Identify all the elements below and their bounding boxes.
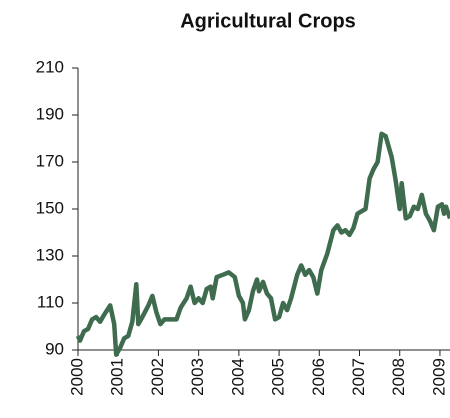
x-tick-label: 2006: [309, 358, 328, 396]
x-tick-label: 2000: [67, 358, 86, 396]
y-tick-label: 210: [36, 57, 64, 76]
y-tick-label: 170: [36, 151, 64, 170]
x-tick-label: 2005: [269, 358, 288, 396]
y-tick-label: 150: [36, 198, 64, 217]
chart-title: Agricultural Crops: [180, 10, 356, 32]
x-tick-label: 2008: [389, 358, 408, 396]
x-tick-label: 2007: [349, 358, 368, 396]
y-tick-label: 110: [37, 292, 64, 311]
x-tick-label: 2002: [148, 358, 167, 396]
y-tick-label: 130: [36, 245, 64, 264]
y-tick-label: 90: [45, 339, 64, 358]
x-tick-label: 2003: [188, 358, 207, 396]
data-line: [75, 131, 450, 357]
x-tick-label: 2004: [228, 358, 247, 396]
x-tick-label: 2001: [108, 358, 127, 396]
x-tick-label: 2009: [429, 358, 448, 396]
y-tick-label: 190: [36, 104, 64, 123]
